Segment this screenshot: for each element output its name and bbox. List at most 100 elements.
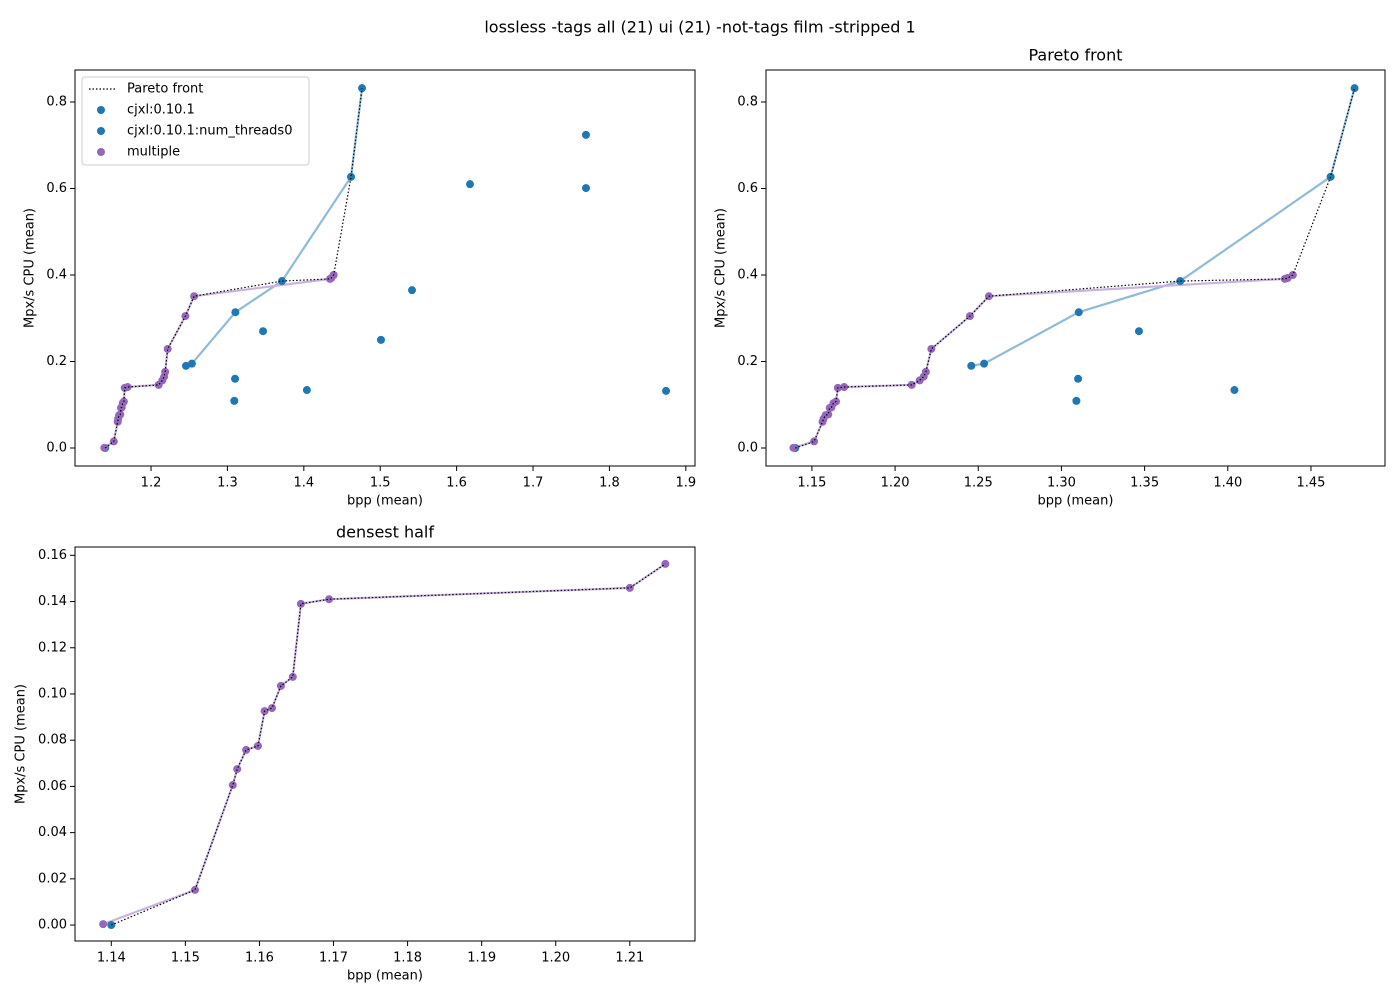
- x-tick-label: 1.8: [599, 476, 620, 491]
- legend-label: Pareto front: [127, 82, 203, 97]
- plot-area: [789, 84, 1359, 453]
- y-tick-label: 0.16: [38, 548, 67, 563]
- point: [100, 443, 109, 452]
- x-axis-label: bpp (mean): [347, 494, 423, 509]
- legend-swatch: [97, 148, 105, 156]
- x-tick-label: 1.2: [141, 476, 162, 491]
- x-tick-label: 1.15: [171, 951, 200, 966]
- point: [302, 386, 311, 395]
- point: [1074, 308, 1083, 317]
- y-tick-label: 0.00: [38, 918, 67, 933]
- point: [465, 180, 474, 189]
- point: [1230, 386, 1239, 395]
- point: [1072, 396, 1081, 405]
- axes-frame: [74, 69, 696, 467]
- point: [259, 327, 268, 336]
- y-tick-label: 0.10: [38, 686, 67, 701]
- x-tick-label: 1.17: [319, 951, 348, 966]
- point: [187, 359, 196, 368]
- point: [625, 583, 634, 592]
- x-tick-label: 1.14: [97, 951, 126, 966]
- x-tick-label: 1.40: [1213, 476, 1242, 491]
- y-tick-label: 0.0: [737, 441, 758, 456]
- point: [123, 383, 132, 392]
- x-tick-label: 1.7: [523, 476, 544, 491]
- y-tick-label: 0.8: [737, 95, 758, 110]
- y-axis-label: Mpx/s CPU (mean): [14, 684, 29, 804]
- x-tick-label: 1.21: [615, 951, 644, 966]
- y-tick-label: 0.12: [38, 640, 67, 655]
- point: [233, 765, 242, 774]
- point: [581, 130, 590, 139]
- subplot: densest half 0.00 0.02 0.04 0.06 0.08 0.10 0.12…: [14, 523, 696, 984]
- series-line: [103, 274, 335, 449]
- y-tick-label: 0.06: [38, 779, 67, 794]
- legend-swatch: [97, 106, 105, 114]
- point: [408, 286, 417, 295]
- y-tick-label: 0.04: [38, 825, 67, 840]
- point: [662, 386, 671, 395]
- point: [927, 344, 936, 353]
- x-tick-label: 1.3: [217, 476, 238, 491]
- point: [231, 374, 240, 383]
- axes-frame: [74, 546, 696, 942]
- y-tick-label: 0.2: [737, 354, 758, 369]
- y-tick-label: 0.08: [38, 733, 67, 748]
- x-tick-label: 1.18: [393, 951, 422, 966]
- x-tick-label: 1.9: [675, 476, 696, 491]
- x-tick-label: 1.45: [1296, 476, 1325, 491]
- point: [231, 308, 240, 317]
- x-tick-label: 1.30: [1047, 476, 1076, 491]
- y-tick-label: 0.4: [46, 268, 67, 283]
- series-line: [102, 562, 666, 926]
- point: [242, 745, 251, 754]
- y-tick-label: 0.2: [46, 354, 67, 369]
- y-axis-label: Mpx/s CPU (mean): [714, 208, 729, 328]
- point: [810, 437, 819, 446]
- point: [1326, 172, 1335, 181]
- y-tick-label: 0.4: [737, 268, 758, 283]
- point: [268, 704, 277, 713]
- legend-label: cjxl:0.10.1:num_threads0: [127, 124, 292, 139]
- x-tick-label: 1.35: [1130, 476, 1159, 491]
- point: [581, 184, 590, 193]
- point: [191, 885, 199, 894]
- y-tick-label: 0.14: [38, 594, 67, 609]
- point: [376, 335, 385, 344]
- point: [1074, 374, 1083, 383]
- series-line: [971, 87, 1356, 367]
- point: [824, 410, 833, 419]
- plot-area: [100, 84, 671, 453]
- y-tick-label: 0.6: [737, 181, 758, 196]
- point: [789, 443, 798, 452]
- axes-frame: [765, 69, 1386, 467]
- point: [1176, 277, 1185, 286]
- x-tick-label: 1.4: [293, 476, 314, 491]
- point: [288, 672, 297, 681]
- point: [347, 172, 356, 181]
- point: [1134, 327, 1143, 336]
- point: [99, 920, 108, 929]
- legend-frame: [81, 76, 310, 166]
- figure-title: lossless -tags all (21) ui (21) -not-tag…: [484, 18, 915, 37]
- y-tick-label: 0.6: [46, 181, 67, 196]
- point: [190, 292, 199, 301]
- pareto-line: [795, 88, 1356, 449]
- x-tick-label: 1.20: [881, 476, 910, 491]
- subplot-title: densest half: [336, 523, 434, 542]
- series-line: [793, 274, 1294, 449]
- point: [967, 361, 976, 370]
- x-axis-label: bpp (mean): [347, 969, 423, 984]
- point: [163, 344, 172, 353]
- point: [230, 396, 239, 405]
- legend-swatch: [97, 127, 105, 135]
- x-axis-label: bpp (mean): [1038, 494, 1114, 509]
- x-tick-label: 1.5: [370, 476, 391, 491]
- subplot-title: Pareto front: [1028, 46, 1122, 65]
- y-axis-label: Mpx/s CPU (mean): [23, 208, 38, 328]
- point: [228, 781, 237, 790]
- subplot: 0.0 0.2 0.4 0.6 0.8 1.2 1.3 1.4 1.5 1.6 1.7 1.8 1.9 b…: [23, 69, 696, 509]
- legend: Pareto front cjxl:0.10.1 cjxl:0.10.1:num_t…: [81, 76, 310, 166]
- y-tick-label: 0.02: [38, 871, 67, 886]
